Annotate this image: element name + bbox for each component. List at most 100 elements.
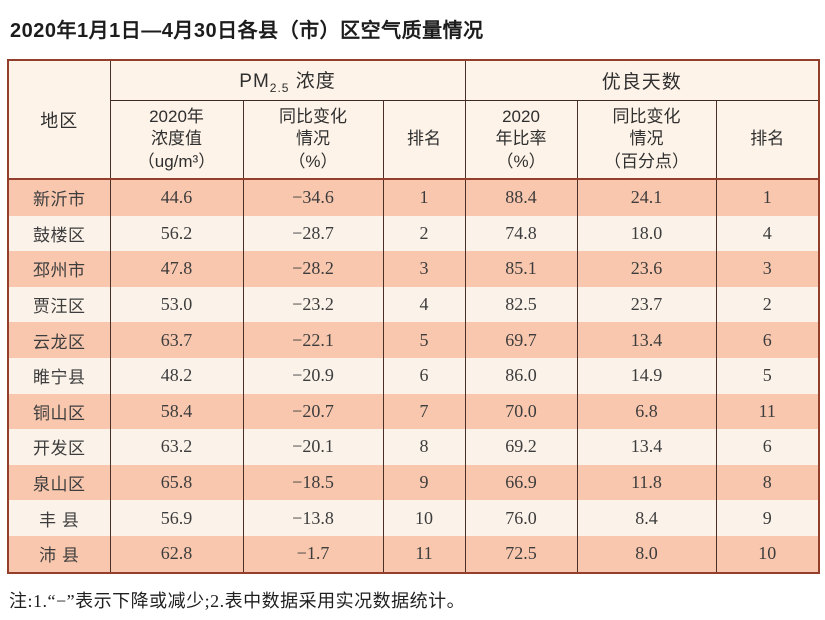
region-cell: 新沂市 — [7, 179, 111, 216]
pm25-value-cell: 56.2 — [109, 215, 244, 252]
good-change-cell: 13.4 — [576, 322, 717, 358]
header-line: 排名 — [750, 129, 785, 149]
column-header-pm25-rank: 排名 — [382, 100, 466, 180]
good-rank-cell: 6 — [715, 322, 820, 358]
column-header-good-ratio: 2020 年比率 （%） — [464, 100, 578, 180]
good-ratio-cell: 86.0 — [464, 357, 578, 394]
good-rank-cell: 9 — [715, 500, 820, 536]
good-rank-cell: 8 — [715, 464, 820, 501]
table-row: 鼓楼区 56.2 −28.7 2 74.8 18.0 4 — [7, 215, 820, 252]
good-change-cell: 6.8 — [576, 393, 717, 430]
table-row: 沛 县 62.8 −1.7 11 72.5 8.0 10 — [7, 535, 820, 573]
pm25-value-cell: 58.4 — [109, 393, 244, 430]
region-cell: 贾汪区 — [7, 286, 111, 323]
good-rank-cell: 3 — [715, 251, 820, 287]
column-header-good-change: 同比变化情况 （百分点） — [576, 100, 717, 180]
pm25-change-cell: −20.1 — [242, 429, 384, 465]
good-change-cell: 14.9 — [576, 357, 717, 394]
pm25-value-cell: 62.8 — [109, 535, 244, 573]
pm25-value-cell: 56.9 — [109, 500, 244, 536]
good-rank-cell: 10 — [715, 535, 820, 573]
pm25-value-cell: 63.7 — [109, 322, 244, 358]
good-change-cell: 23.6 — [576, 251, 717, 287]
pm25-value-cell: 44.6 — [109, 179, 244, 216]
good-rank-cell: 4 — [715, 215, 820, 252]
header-line: 情况 — [629, 129, 664, 149]
column-header-good-rank: 排名 — [715, 100, 820, 180]
pm25-label-suffix: 浓度 — [289, 71, 336, 93]
region-cell: 开发区 — [7, 429, 111, 465]
good-ratio-cell: 76.0 — [464, 500, 578, 536]
header-line: （%） — [288, 151, 338, 171]
table-row: 铜山区 58.4 −20.7 7 70.0 6.8 11 — [7, 393, 820, 430]
pm25-rank-cell: 6 — [382, 357, 466, 394]
table-row: 贾汪区 53.0 −23.2 4 82.5 23.7 2 — [7, 286, 820, 323]
pm25-change-cell: −28.2 — [242, 251, 384, 287]
good-change-cell: 8.0 — [576, 535, 717, 573]
table-row: 开发区 63.2 −20.1 8 69.2 13.4 6 — [7, 429, 820, 465]
group-header-good-days: 优良天数 — [464, 60, 820, 101]
pm25-change-cell: −34.6 — [242, 179, 384, 216]
pm25-rank-cell: 8 — [382, 429, 466, 465]
header-line: 2020年 — [149, 106, 204, 126]
table-row: 泉山区 65.8 −18.5 9 66.9 11.8 8 — [7, 464, 820, 501]
air-quality-table: 地区 PM2.5 浓度 优良天数 2020年 浓度值 （ug/m³） 同比变化 情况 （%… — [7, 59, 821, 574]
table-row: 丰 县 56.9 −13.8 10 76.0 8.4 9 — [7, 500, 820, 536]
header-line: （%） — [496, 151, 546, 171]
region-cell: 沛 县 — [7, 535, 111, 573]
pm25-label-subscript: 2.5 — [269, 80, 290, 95]
header-line: 年比率 — [495, 129, 547, 149]
pm25-rank-cell: 4 — [382, 286, 466, 323]
table-row: 睢宁县 48.2 −20.9 6 86.0 14.9 5 — [7, 357, 820, 394]
pm25-change-cell: −20.9 — [242, 357, 384, 394]
header-line: 排名 — [407, 129, 441, 149]
region-cell: 邳州市 — [7, 251, 111, 287]
pm25-change-cell: −13.8 — [242, 500, 384, 536]
pm25-rank-cell: 5 — [382, 322, 466, 358]
header-line: （百分点） — [604, 151, 690, 171]
good-ratio-cell: 69.2 — [464, 429, 578, 465]
good-ratio-cell: 72.5 — [464, 535, 578, 573]
good-ratio-cell: 66.9 — [464, 464, 578, 501]
good-rank-cell: 6 — [715, 429, 820, 465]
column-header-pm25-value: 2020年 浓度值 （ug/m³） — [109, 100, 244, 180]
region-cell: 鼓楼区 — [7, 215, 111, 252]
pm25-value-cell: 48.2 — [109, 357, 244, 394]
table-body: 新沂市 44.6 −34.6 1 88.4 24.1 1 鼓楼区 56.2 −28.7 2 74.8 1… — [7, 179, 820, 573]
header-line: 情况 — [296, 129, 330, 149]
good-change-cell: 13.4 — [576, 429, 717, 465]
pm25-rank-cell: 9 — [382, 464, 466, 501]
table-row: 云龙区 63.7 −22.1 5 69.7 13.4 6 — [7, 322, 820, 358]
region-cell: 睢宁县 — [7, 357, 111, 394]
region-cell: 铜山区 — [7, 393, 111, 430]
good-change-cell: 24.1 — [576, 179, 717, 216]
table-row: 新沂市 44.6 −34.6 1 88.4 24.1 1 — [7, 179, 820, 216]
pm25-value-cell: 63.2 — [109, 429, 244, 465]
good-ratio-cell: 88.4 — [464, 179, 578, 216]
good-ratio-cell: 74.8 — [464, 215, 578, 252]
region-cell: 云龙区 — [7, 322, 111, 358]
pm25-value-cell: 53.0 — [109, 286, 244, 323]
pm25-value-cell: 47.8 — [109, 251, 244, 287]
pm25-rank-cell: 7 — [382, 393, 466, 430]
pm25-rank-cell: 11 — [382, 535, 466, 573]
good-change-cell: 11.8 — [576, 464, 717, 501]
header-line: 同比变化 — [612, 106, 681, 126]
pm25-change-cell: −20.7 — [242, 393, 384, 430]
pm25-change-cell: −1.7 — [242, 535, 384, 573]
region-cell: 丰 县 — [7, 500, 111, 536]
page-title: 2020年1月1日—4月30日各县（市）区空气质量情况 — [10, 20, 484, 42]
region-cell: 泉山区 — [7, 464, 111, 501]
header-line: 同比变化 — [279, 106, 347, 126]
good-rank-cell: 1 — [715, 179, 820, 216]
header-line: 2020 — [502, 106, 540, 126]
column-header-pm25-change: 同比变化情况 （%） — [242, 100, 384, 180]
good-ratio-cell: 70.0 — [464, 393, 578, 430]
good-change-cell: 23.7 — [576, 286, 717, 323]
good-rank-cell: 2 — [715, 286, 820, 323]
pm25-change-cell: −28.7 — [242, 215, 384, 252]
group-header-pm25: PM2.5 浓度 — [109, 60, 466, 101]
pm25-change-cell: −22.1 — [242, 322, 384, 358]
pm25-change-cell: −18.5 — [242, 464, 384, 501]
pm25-change-cell: −23.2 — [242, 286, 384, 323]
